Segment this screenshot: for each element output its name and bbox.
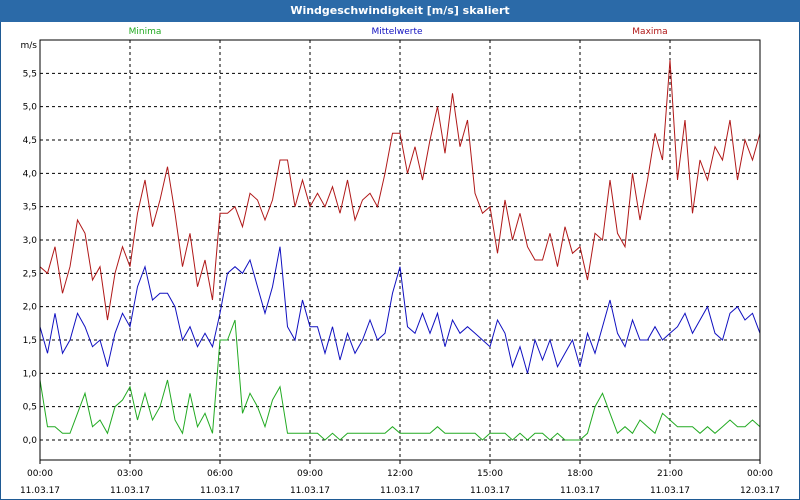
x-tick-label-date: 11.03.17 <box>290 486 330 496</box>
x-tick-label-time: 03:00 <box>117 469 143 479</box>
y-axis-label: m/s <box>21 41 38 51</box>
grid-lines <box>40 40 760 460</box>
x-tick-label-time: 15:00 <box>477 469 503 479</box>
y-tick-label: 2,0 <box>23 303 38 313</box>
x-tick-label-date: 11.03.17 <box>200 486 240 496</box>
y-tick-label: 0,5 <box>23 403 37 413</box>
series-lines <box>39 59 761 441</box>
y-tick-label: 5,0 <box>23 103 38 113</box>
x-tick-label-date: 11.03.17 <box>380 486 420 496</box>
x-tick-label-time: 09:00 <box>297 469 323 479</box>
x-tick-label-date: 11.03.17 <box>650 486 690 496</box>
y-tick-label: 0,0 <box>23 436 38 446</box>
window-title: Windgeschwindigkeit [m/s] skaliert <box>0 0 800 22</box>
series-line-minima <box>39 319 761 441</box>
axes: 0,0 0,5 1,0 1,5 2,0 2,5 3,0 3,5 4,0 4,5 5,0 5,5 m/s 0… <box>20 27 780 496</box>
x-tick-label-time: 18:00 <box>567 469 593 479</box>
series-line-maxima <box>39 59 761 321</box>
y-tick-label: 4,5 <box>23 136 37 146</box>
x-tick-label-time: 06:00 <box>207 469 233 479</box>
legend-entry-mittelwerte: Mittelwerte <box>371 27 422 37</box>
y-tick-label: 3,5 <box>23 203 37 213</box>
y-tick-label: 5,5 <box>23 69 37 79</box>
y-tick-label: 4,0 <box>23 169 38 179</box>
x-tick-label-date: 12.03.17 <box>740 486 780 496</box>
y-tick-label: 3,0 <box>23 236 38 246</box>
y-tick-label: 1,0 <box>23 369 38 379</box>
x-tick-label-time: 21:00 <box>657 469 683 479</box>
x-tick-label-date: 11.03.17 <box>20 486 60 496</box>
x-tick-label-date: 11.03.17 <box>110 486 150 496</box>
legend-entry-maxima: Maxima <box>632 27 667 37</box>
x-tick-label-time: 12:00 <box>387 469 413 479</box>
legend-entry-minima: Minima <box>129 27 162 37</box>
x-tick-label-date: 11.03.17 <box>470 486 510 496</box>
x-tick-label-time: 00:00 <box>27 469 53 479</box>
x-tick-label-time: 00:00 <box>747 469 773 479</box>
x-tick-label-date: 11.03.17 <box>560 486 600 496</box>
y-tick-label: 1,5 <box>23 336 37 346</box>
y-tick-label: 2,5 <box>23 269 37 279</box>
series-line-mittelwerte <box>39 246 761 374</box>
